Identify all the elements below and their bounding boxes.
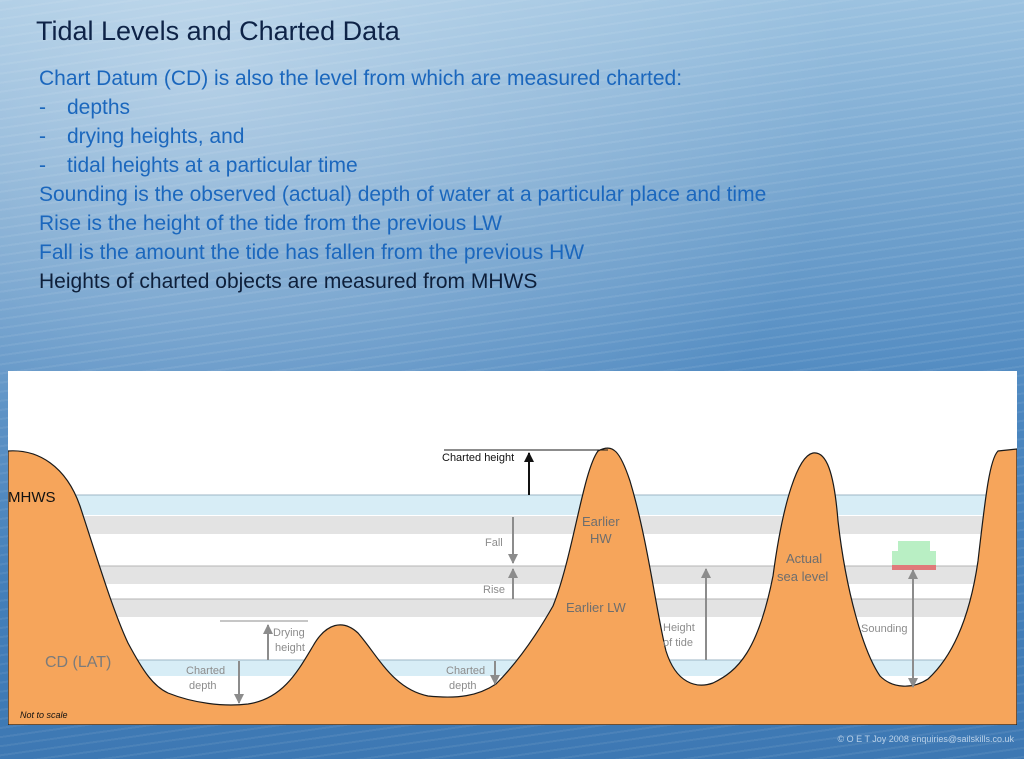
line-text: Rise is the height of the tide from the … bbox=[39, 212, 503, 235]
line-chart-datum: Chart Datum (CD) is also the level from … bbox=[39, 64, 766, 93]
earlier-hw-label-1: Earlier bbox=[582, 514, 620, 529]
dash: - bbox=[39, 96, 46, 119]
fall-label: Fall bbox=[485, 537, 503, 549]
tidal-diagram-svg: Charted height Fall Rise Earlier HW Earl… bbox=[8, 447, 1017, 725]
line-text: Fall is the amount the tide has fallen f… bbox=[39, 241, 585, 264]
tidal-diagram: Charted height Fall Rise Earlier HW Earl… bbox=[8, 371, 1017, 725]
seabed-profile bbox=[8, 447, 1017, 725]
dash: - bbox=[39, 125, 46, 148]
line-text: depths bbox=[67, 96, 131, 119]
cd-lat-label: CD (LAT) bbox=[45, 654, 111, 671]
mhws-label: MHWS bbox=[8, 489, 56, 506]
actual-sea-level-label-2: sea level bbox=[777, 569, 828, 584]
line-depths: - depths bbox=[39, 93, 766, 122]
charted-depth-mid-label-2: depth bbox=[449, 680, 477, 692]
rise-label: Rise bbox=[483, 584, 505, 596]
actual-sea-level-label-1: Actual bbox=[786, 551, 822, 566]
text-lines: Chart Datum (CD) is also the level from … bbox=[39, 64, 766, 296]
height-of-tide-label-2: of tide bbox=[663, 637, 693, 649]
line-text: Heights of charted objects are measured … bbox=[39, 270, 538, 293]
line-tidal-heights: - tidal heights at a particular time bbox=[39, 151, 766, 180]
charted-depth-left-label-1: Charted bbox=[186, 665, 225, 677]
earlier-hw-label-2: HW bbox=[590, 531, 612, 546]
dash: - bbox=[39, 154, 46, 177]
line-fall: Fall is the amount the tide has fallen f… bbox=[39, 238, 766, 267]
line-rise: Rise is the height of the tide from the … bbox=[39, 209, 766, 238]
page-title: Tidal Levels and Charted Data bbox=[36, 16, 400, 46]
charted-depth-left-label-2: depth bbox=[189, 680, 217, 692]
drying-height-label-1: Drying bbox=[273, 627, 305, 639]
line-text: Chart Datum (CD) is also the level from … bbox=[39, 67, 683, 90]
sounding-label: Sounding bbox=[861, 623, 908, 635]
line-heights-charted: Heights of charted objects are measured … bbox=[39, 267, 766, 296]
band-lw-earlier bbox=[8, 599, 1017, 617]
line-text: drying heights, and bbox=[67, 125, 245, 148]
line-drying-heights: - drying heights, and bbox=[39, 122, 766, 151]
boat-icon bbox=[892, 541, 936, 570]
line-text: tidal heights at a particular time bbox=[67, 154, 358, 177]
not-to-scale-label: Not to scale bbox=[20, 710, 68, 720]
copyright: © O E T Joy 2008 enquiries@sailskills.co… bbox=[837, 734, 1014, 744]
line-text: Sounding is the observed (actual) depth … bbox=[39, 183, 767, 206]
line-sounding: Sounding is the observed (actual) depth … bbox=[39, 180, 766, 209]
mhws-band bbox=[8, 495, 1017, 515]
charted-depth-mid-label-1: Charted bbox=[446, 665, 485, 677]
charted-height-label: Charted height bbox=[442, 452, 514, 464]
height-of-tide-label-1: Height bbox=[663, 622, 695, 634]
earlier-lw-label: Earlier LW bbox=[566, 600, 626, 615]
drying-height-label-2: height bbox=[275, 642, 305, 654]
